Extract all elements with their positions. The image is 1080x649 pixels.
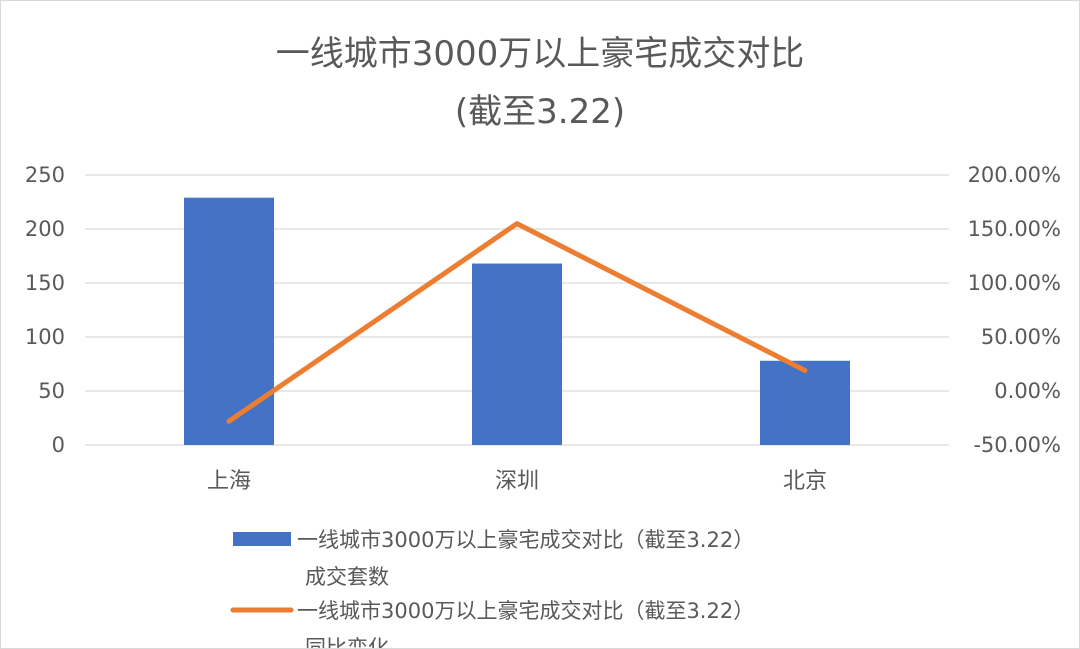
left-tick-label: 50 xyxy=(38,379,65,403)
legend: 一线城市3000万以上豪宅成交对比（截至3.22） 成交套数 一线城市3000万… xyxy=(230,528,754,648)
left-tick-label: 250 xyxy=(25,163,65,187)
right-tick-label: 100.00% xyxy=(968,271,1061,295)
chart-title-line1: 一线城市3000万以上豪宅成交对比 xyxy=(276,34,805,74)
legend-bar-swatch xyxy=(233,532,291,546)
category-labels: 上海 深圳 北京 xyxy=(207,469,827,494)
left-tick-label: 0 xyxy=(52,433,65,457)
category-label: 北京 xyxy=(783,469,827,494)
bar xyxy=(184,197,274,445)
right-tick-label: -50.00% xyxy=(973,433,1061,457)
right-tick-label: 200.00% xyxy=(968,163,1061,187)
bar-series xyxy=(184,197,850,445)
right-tick-label: 150.00% xyxy=(968,217,1061,241)
legend-line-label-line2: 同比变化 xyxy=(305,636,389,648)
left-tick-label: 150 xyxy=(25,271,65,295)
left-tick-label: 100 xyxy=(25,325,65,349)
category-label: 深圳 xyxy=(495,469,539,494)
category-label: 上海 xyxy=(207,469,251,494)
line-series xyxy=(226,221,808,424)
series-line xyxy=(226,221,808,424)
legend-bar-label-line2: 成交套数 xyxy=(305,565,389,589)
legend-line-label-line1: 一线城市3000万以上豪宅成交对比（截至3.22） xyxy=(297,599,754,623)
left-axis-ticks: 0 50 100 150 200 250 xyxy=(25,163,65,457)
chart-title-line2: (截至3.22) xyxy=(455,92,625,132)
bar xyxy=(472,263,562,445)
legend-bar-label-line1: 一线城市3000万以上豪宅成交对比（截至3.22） xyxy=(297,528,754,552)
right-tick-label: 0.00% xyxy=(994,379,1061,403)
right-axis-ticks: -50.00% 0.00% 50.00% 100.00% 150.00% 200.00% xyxy=(968,163,1061,457)
right-tick-label: 50.00% xyxy=(981,325,1061,349)
left-tick-label: 200 xyxy=(25,217,65,241)
bar xyxy=(760,360,850,445)
